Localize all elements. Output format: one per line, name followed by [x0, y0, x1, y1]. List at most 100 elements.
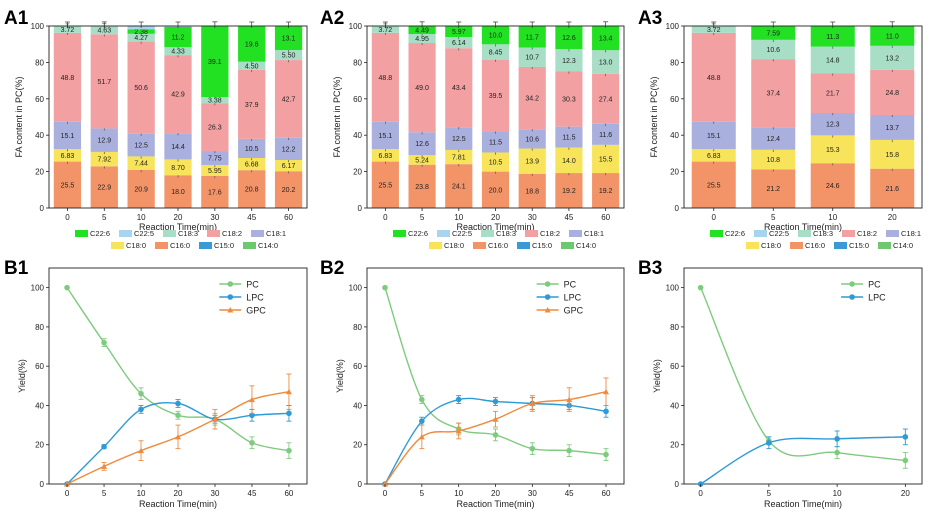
y-tick-label: 100	[31, 284, 45, 293]
legend-label: C14:0	[893, 241, 913, 250]
legend-label: C14:0	[258, 241, 278, 250]
legend-label: C15:0	[214, 241, 234, 250]
data-label: 10.6	[525, 136, 539, 143]
x-tick-label: 5	[420, 213, 425, 222]
bar-segment-C22-6	[201, 25, 229, 98]
data-label: 12.6	[415, 141, 429, 148]
data-label: 12.3	[562, 58, 576, 65]
data-label: 15.1	[379, 133, 393, 140]
legend-swatch-C22-5	[437, 230, 450, 237]
legend-swatch-C18-3	[481, 230, 494, 237]
data-label: 21.6	[885, 186, 899, 193]
legend-swatch-C15-0	[199, 242, 212, 249]
legend-marker-lpc	[544, 294, 551, 300]
y-tick-label: 80	[353, 58, 362, 67]
x-tick-label: 5	[102, 213, 107, 222]
bar-segment-C18-2	[445, 48, 473, 128]
data-point-gpc	[248, 396, 255, 403]
legend-marker-gpc	[544, 307, 551, 313]
x-axis-label: Reaction Time(min)	[764, 499, 842, 509]
legend-swatch-C14-0	[878, 242, 891, 249]
data-point-lpc	[455, 396, 462, 403]
y-tick-label: 60	[670, 362, 679, 371]
data-label: 12.6	[562, 35, 576, 42]
bar-segment-C18-0	[870, 139, 915, 169]
bar-segment-C18-3	[445, 37, 473, 49]
data-label: 11.0	[886, 33, 899, 40]
bar-segment-C18-1	[238, 138, 266, 158]
panel-a3: A3 25.5 6.83 15.1 48.8 3.72 0 21.2 10.8 12.4 37.4 1…	[638, 8, 923, 250]
legend-label: LPC	[868, 293, 886, 303]
bar-segment-C18-0	[238, 157, 266, 171]
data-label: 13.7	[885, 125, 899, 132]
bar-segment-C16-0	[810, 163, 855, 208]
y-tick-label: 100	[31, 22, 45, 31]
bar-segment-C18-1	[371, 121, 399, 150]
data-label: 12.5	[134, 143, 148, 150]
bar-segment-C22-6	[164, 26, 192, 48]
y-axis-label: Yield(%)	[17, 359, 27, 393]
x-tick-label: 10	[137, 213, 146, 222]
data-label: 6.83	[707, 153, 721, 160]
legend-label: PC	[246, 280, 259, 290]
data-point-pc	[64, 284, 70, 291]
bar-segment-C18-2	[127, 41, 155, 134]
bar-segment-C18-1	[274, 137, 303, 161]
x-tick-label: 20	[888, 213, 897, 222]
data-label: 12.9	[97, 138, 111, 145]
data-label: 19.2	[599, 188, 613, 195]
plot-frame	[366, 267, 625, 485]
y-tick-label: 80	[35, 58, 44, 67]
y-tick-label: 60	[670, 95, 679, 104]
data-point-lpc	[492, 398, 499, 405]
data-label: 11.5	[562, 135, 575, 142]
panel-a1: A1 25.5 6.83 15.1 48.8 3.72 0 22.9 7.92 12.9 51.7 4…	[4, 8, 308, 250]
y-tick-label: 20	[353, 168, 362, 177]
data-label: 24.1	[452, 184, 466, 191]
data-label: 4.95	[415, 36, 429, 43]
data-label: 51.7	[97, 79, 111, 86]
x-tick-label: 5	[767, 489, 772, 498]
data-label: 22.9	[97, 185, 111, 192]
bar-segment-C18-2	[201, 103, 229, 152]
bar-segment-C18-3	[408, 34, 436, 44]
y-tick-label: 40	[353, 131, 362, 140]
legend-swatch-C18-1	[886, 230, 899, 237]
legend-label: GPC	[246, 306, 266, 316]
bar-segment-C18-1	[90, 128, 118, 152]
bar-segment-C16-0	[481, 171, 510, 208]
data-label: 7.59	[766, 30, 780, 37]
x-tick-label: 10	[137, 489, 146, 498]
x-tick-label: 10	[828, 213, 837, 222]
data-label: 11.6	[599, 132, 612, 139]
bar-segment-C18-2	[408, 43, 436, 133]
bar-segment-C18-2	[481, 59, 510, 132]
y-tick-label: 60	[35, 95, 44, 104]
y-tick-label: 40	[353, 401, 362, 410]
data-label: 43.4	[452, 85, 466, 92]
data-point-pc	[697, 284, 704, 291]
panel-b3: B3 0 5 10 20 0 20 40 60 80 100 Reaction Time(min) Yi…	[638, 258, 923, 509]
bar-segment-C18-1	[592, 123, 620, 145]
legend-label: PC	[564, 280, 577, 290]
legend-swatch-C18-0	[111, 242, 124, 249]
data-point-gpc	[381, 481, 388, 487]
x-axis-label: Reaction Time(min)	[139, 222, 217, 232]
x-tick-label: 5	[420, 489, 425, 498]
bar-segment-C16-0	[870, 168, 915, 208]
legend-swatch-C22-6	[710, 230, 723, 237]
data-point-lpc	[419, 418, 425, 424]
y-axis-label: Yield(%)	[335, 359, 345, 393]
legend-swatch-C22-5	[119, 230, 132, 237]
plot-frame	[683, 25, 923, 209]
y-tick-label: 100	[666, 284, 680, 293]
data-label: 4.33	[171, 49, 185, 56]
data-label: 19.2	[562, 188, 576, 195]
data-point-gpc	[211, 416, 218, 422]
data-label: 7.44	[134, 161, 148, 168]
data-point-pc	[419, 396, 425, 403]
data-point-pc	[382, 284, 388, 291]
panel-label: A2	[320, 8, 344, 29]
bar-segment-C18-0	[90, 151, 118, 167]
y-tick-label: 0	[40, 480, 45, 489]
